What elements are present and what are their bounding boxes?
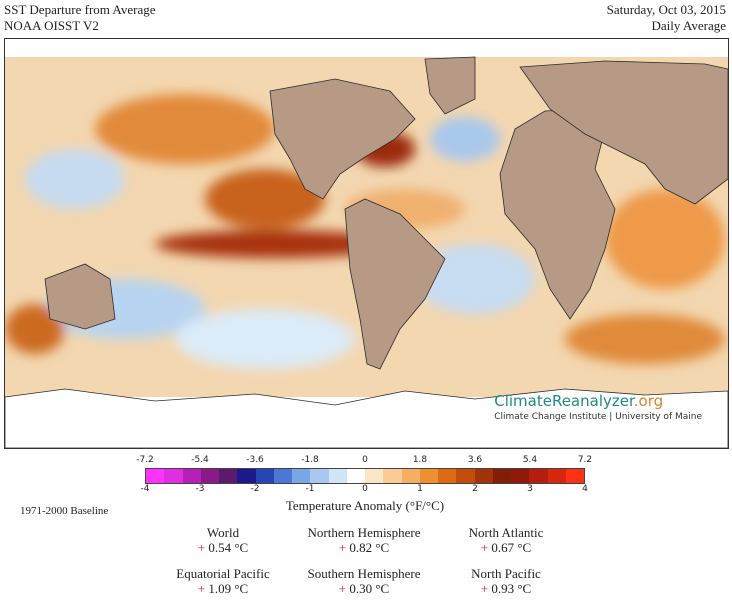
stat-equatorial-pacific: Equatorial Pacific + 1.09 °C <box>176 566 270 596</box>
map-title: SST Departure from Average <box>4 2 156 17</box>
dataset-label: NOAA OISST V2 <box>4 18 99 33</box>
legend-tick-label: -1.8 <box>301 455 319 465</box>
date-label: Saturday, Oct 03, 2015 <box>606 2 726 17</box>
legend-tick-label: 3 <box>527 484 533 494</box>
colorbar-swatch <box>383 469 402 483</box>
legend-tick-label: -5.4 <box>191 455 209 465</box>
period-label: Daily Average <box>651 18 726 33</box>
branding: ClimateReanalyzer.org Climate Change Ins… <box>494 392 702 422</box>
colorbar-swatch <box>419 469 438 483</box>
legend-tick-label: -3 <box>195 484 205 494</box>
colorbar-swatch <box>182 469 201 483</box>
colorbar-swatch <box>164 469 183 483</box>
legend-tick-label: 5.4 <box>522 455 538 465</box>
colorbar-swatch <box>456 469 475 483</box>
legend-tick-label: -1 <box>305 484 315 494</box>
brand-logo: ClimateReanalyzer.org <box>494 392 664 410</box>
celsius-ticks: -4 -3 -2 -1 0 1 2 3 4 <box>141 484 588 497</box>
legend-tick-label: 1.8 <box>412 455 428 465</box>
colorbar-swatch <box>401 469 420 483</box>
stat-southern-hemisphere: Southern Hemisphere + 0.30 °C <box>307 566 421 596</box>
legend-tick-label: 0 <box>362 484 368 494</box>
colorbar-swatch <box>547 469 566 483</box>
sst-anomaly-map: ClimateReanalyzer.org Climate Change Ins… <box>4 38 729 449</box>
colorbar-swatch <box>474 469 493 483</box>
map-header-left: SST Departure from Average NOAA OISST V2 <box>4 2 156 34</box>
colorbar-swatch <box>346 469 365 483</box>
brand-affiliation: Climate Change Institute | University of… <box>494 412 702 422</box>
legend-tick-label: -2 <box>250 484 260 494</box>
stat-world: World + 0.54 °C <box>197 525 249 555</box>
colorbar-swatch <box>310 469 329 483</box>
legend-tick-label: 1 <box>417 484 423 494</box>
colorbar-swatch <box>219 469 238 483</box>
legend-title: Temperature Anomaly (°F/°C) <box>285 498 445 513</box>
colorbar-swatch <box>292 469 311 483</box>
legend-tick-label: 7.2 <box>577 455 593 465</box>
baseline-label: 1971-2000 Baseline <box>20 505 109 517</box>
legend-tick-label: -4 <box>140 484 150 494</box>
colorbar-swatch <box>273 469 292 483</box>
color-legend: -7.2 -5.4 -3.6 -1.8 0 1.8 3.6 5.4 7.2 -4 -3 -2 -1 0 1… <box>136 455 592 514</box>
colorbar-swatch <box>438 469 457 483</box>
stat-north-pacific: North Pacific + 0.93 °C <box>471 566 541 596</box>
colorbar-swatch <box>565 469 584 483</box>
colorbar-swatch <box>255 469 274 483</box>
stat-northern-hemisphere: Northern Hemisphere + 0.82 °C <box>307 525 421 555</box>
legend-tick-label: 2 <box>472 484 478 494</box>
map-graphic <box>5 56 728 448</box>
map-header-right: Saturday, Oct 03, 2015 Daily Average <box>607 2 726 34</box>
anomaly-field <box>5 94 725 369</box>
colorbar-swatch <box>365 469 384 483</box>
stat-north-atlantic: North Atlantic + 0.67 °C <box>468 525 544 555</box>
land-masses <box>44 56 728 370</box>
legend-tick-label: 4 <box>582 484 588 494</box>
colorbar-swatch <box>328 469 347 483</box>
legend-tick-label: 3.6 <box>467 455 483 465</box>
legend-tick-label: -7.2 <box>136 455 154 465</box>
colorbar-swatch <box>529 469 548 483</box>
fahrenheit-ticks: -7.2 -5.4 -3.6 -1.8 0 1.8 3.6 5.4 7.2 <box>136 455 592 468</box>
legend-tick-label: -3.6 <box>246 455 264 465</box>
colorbar-swatch <box>200 469 219 483</box>
antarctica <box>5 388 728 448</box>
colorbar-swatch <box>237 469 256 483</box>
colorbar-swatch <box>511 469 530 483</box>
legend-tick-label: 0 <box>362 455 368 465</box>
colorbar <box>145 468 585 484</box>
colorbar-swatch <box>146 469 165 483</box>
colorbar-swatch <box>492 469 511 483</box>
